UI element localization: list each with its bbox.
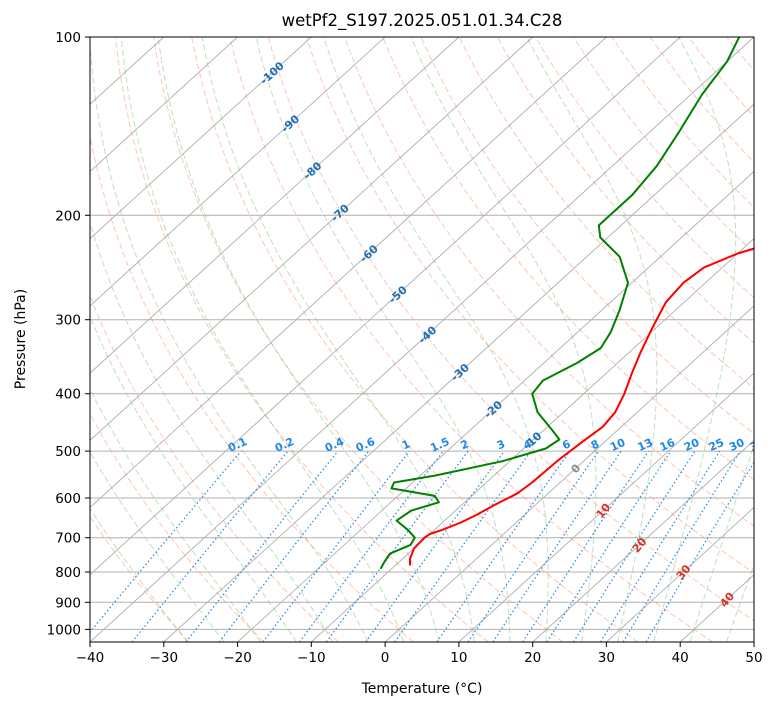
x-tick-label: 50: [745, 650, 762, 666]
x-tick-label: 40: [672, 650, 689, 666]
mixing-ratio-label: 36: [748, 436, 768, 454]
series-layer: [379, 37, 754, 570]
mixing-ratio-line: [394, 450, 532, 642]
isotherm-line: [90, 37, 754, 642]
mixing-ratio-label: 13: [636, 436, 655, 454]
isotherm-line: [458, 372, 754, 642]
x-tick-label: −30: [150, 650, 179, 666]
dry-adiabat-line: [305, 37, 754, 574]
x-tick-label: 20: [524, 650, 541, 666]
moist-adiabat-line: [689, 443, 754, 642]
mixing-ratio-line: [546, 450, 672, 642]
x-tick-label: −40: [76, 650, 105, 666]
mixing-ratio-label: 25: [707, 436, 726, 454]
isotherm-line: [90, 37, 681, 576]
dry-adiabat-line: [191, 37, 639, 642]
x-tick-label: 10: [450, 650, 467, 666]
dry-adiabat-line: [344, 37, 754, 527]
mixing-ratio-line: [90, 450, 242, 633]
x-tick-label: 0: [381, 650, 390, 666]
x-axis-ticks: −40 −30 −20 −10 0 10 20 30 40 50: [76, 642, 763, 666]
moist-adiabat-line: [201, 37, 475, 642]
mixing-ratio-label: 10: [608, 436, 628, 454]
mixing-ratio-line: [131, 450, 289, 642]
isotherm-line: [90, 37, 238, 173]
moist-adiabat-line: [90, 450, 225, 642]
y-tick-label: 100: [55, 30, 81, 46]
mixing-ratio-line: [299, 450, 444, 642]
chart-title: wetPf2_S197.2025.051.01.34.C28: [282, 11, 563, 31]
y-axis-label: Pressure (hPa): [13, 289, 29, 389]
y-tick-label: 900: [55, 595, 81, 611]
x-axis-label: Temperature (°C): [361, 681, 483, 697]
x-tick-label: −10: [297, 650, 326, 666]
moist-adiabat-line: [323, 37, 549, 642]
dry-adiabat-line: [114, 37, 489, 642]
isotherm-line: [90, 37, 386, 307]
y-tick-label: 700: [55, 531, 81, 547]
moist-adiabat-line: [410, 37, 597, 642]
moist-adiabat-line: [90, 388, 261, 642]
mixing-ratio-label: 30: [727, 436, 747, 454]
mixing-ratio-label: 16: [658, 436, 678, 454]
isotherm-line: [384, 305, 754, 642]
moist-adiabat-line: [120, 37, 405, 642]
x-tick-label: −20: [223, 650, 252, 666]
x-tick-label: 30: [598, 650, 615, 666]
y-axis-ticks: 100 200 300 400 500 600 700 800 900 1000: [47, 30, 90, 638]
y-tick-label: 300: [55, 313, 81, 329]
mixing-ratio-line: [492, 450, 622, 642]
y-tick-label: 800: [55, 565, 81, 581]
isotherm-line: [532, 439, 754, 642]
mixing-ratio-label: 20: [682, 436, 702, 454]
isotherm-line: [90, 37, 607, 509]
isotherm-line: [237, 170, 754, 642]
moist-adiabat-line: [653, 37, 737, 642]
y-tick-label: 600: [55, 491, 81, 507]
mixing-ratio-line: [436, 450, 571, 642]
dry-adiabat-line: [153, 37, 564, 642]
moist-adiabat-line: [157, 37, 440, 642]
isotherm-line: [90, 37, 312, 240]
moist-adiabat-line: [90, 37, 369, 642]
y-tick-label: 1000: [47, 622, 81, 638]
mixing-ratio-line: [467, 450, 599, 642]
moist-adiabat-line: [90, 314, 298, 642]
y-tick-label: 200: [55, 208, 81, 224]
isotherm-line: [90, 37, 534, 441]
temperature-profile-line: [409, 247, 754, 566]
mixing-ratio-line: [622, 450, 741, 642]
isotherm-line: [90, 37, 460, 374]
isotherm-line: [163, 103, 754, 642]
y-tick-label: 500: [55, 444, 81, 460]
mixing-ratio-line: [185, 450, 339, 642]
dry-adiabat-line: [267, 37, 754, 622]
moist-adiabat-line: [255, 37, 511, 642]
mixing-ratio-line: [522, 450, 650, 642]
isotherm-line: [606, 506, 754, 642]
moist-adiabat-line: [90, 220, 333, 642]
dewpoint-profile-line: [379, 37, 741, 570]
mixing-ratio-line: [572, 450, 696, 642]
mixing-ratio-line: [365, 450, 505, 642]
plot-frame: [89, 36, 755, 643]
dry-adiabat-line: [90, 515, 190, 642]
dry-adiabat-line: [458, 37, 754, 389]
dry-adiabat-line: [90, 294, 339, 642]
dry-adiabat-line: [90, 412, 265, 642]
y-tick-label: 400: [55, 387, 81, 403]
grid-layer: [90, 37, 754, 642]
